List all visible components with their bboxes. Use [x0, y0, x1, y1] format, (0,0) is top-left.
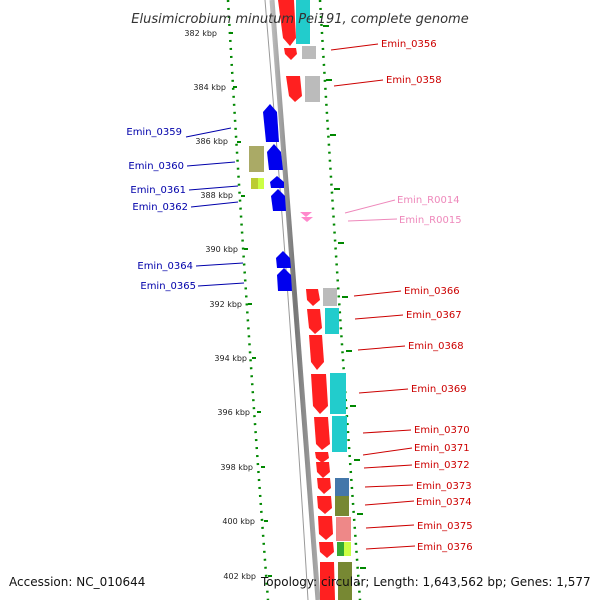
cog-block	[338, 562, 352, 600]
gene-label[interactable]: Emin_0360	[128, 161, 184, 172]
gene-label[interactable]: Emin_0371	[414, 443, 470, 454]
gene-label[interactable]: Emin_0376	[417, 542, 473, 553]
cog-block	[330, 373, 346, 414]
gene-arrow[interactable]	[267, 144, 283, 170]
gene-arrow[interactable]	[307, 309, 322, 334]
gene-arrow[interactable]	[277, 268, 292, 291]
gene-label[interactable]: Emin_0373	[416, 481, 472, 492]
tick-label: 382 kbp	[184, 29, 217, 38]
map-title: Elusimicrobium minutum Pei191, complete …	[131, 12, 468, 27]
reverse-strand-blocks	[249, 146, 264, 189]
gene-arrow[interactable]	[278, 0, 296, 46]
gene-arrow[interactable]	[320, 562, 335, 600]
gene-label[interactable]: Emin_0369	[411, 384, 467, 395]
forward-strand-blocks	[296, 0, 352, 600]
cog-block	[337, 542, 344, 556]
tick-label: 402 kbp	[223, 572, 256, 581]
scale-ticks	[229, 25, 366, 577]
gene-label[interactable]: Emin_0356	[381, 39, 437, 50]
cog-block	[325, 308, 339, 334]
gene-label[interactable]: Emin_0366	[404, 286, 460, 297]
gene-label[interactable]: Emin_0362	[132, 202, 188, 213]
cog-block	[249, 146, 264, 172]
gene-label[interactable]: Emin_0367	[406, 310, 462, 321]
rna-labels: Emin_R0014 Emin_R0015	[397, 195, 462, 226]
tick-label: 388 kbp	[200, 191, 233, 200]
gene-arrow[interactable]	[317, 478, 331, 494]
gene-label[interactable]: Emin_0358	[386, 75, 442, 86]
gene-label[interactable]: Emin_0364	[137, 261, 193, 272]
gene-label[interactable]: Emin_0375	[417, 521, 473, 532]
forward-strand-genes	[278, 0, 335, 600]
cog-block	[335, 478, 349, 496]
rna-arrow[interactable]	[301, 217, 313, 222]
gene-label[interactable]: Emin_0359	[126, 127, 182, 138]
scale-labels: 382 kbp 384 kbp 386 kbp 388 kbp 390 kbp …	[184, 29, 256, 581]
tick-label: 394 kbp	[214, 354, 247, 363]
gene-arrow[interactable]	[315, 452, 329, 463]
tick-label: 392 kbp	[209, 300, 242, 309]
gene-arrow[interactable]	[306, 289, 320, 306]
tick-label: 400 kbp	[222, 517, 255, 526]
cog-block	[323, 288, 337, 306]
gene-arrow[interactable]	[276, 251, 291, 268]
accession-text: Accession: NC_010644	[9, 575, 145, 589]
reverse-gene-labels: Emin_0359 Emin_0360 Emin_0361 Emin_0362 …	[126, 127, 196, 292]
gene-arrow[interactable]	[311, 374, 328, 414]
gene-arrow[interactable]	[286, 76, 302, 102]
gene-arrow[interactable]	[270, 176, 284, 188]
cog-block	[302, 46, 316, 59]
gene-label[interactable]: Emin_0370	[414, 425, 470, 436]
cog-block	[332, 416, 347, 452]
tick-label: 398 kbp	[220, 463, 253, 472]
rna-features	[300, 212, 313, 222]
rna-label[interactable]: Emin_R0014	[397, 195, 460, 206]
forward-gene-labels: Emin_0356 Emin_0358 Emin_0366 Emin_0367 …	[381, 39, 473, 553]
gene-arrow[interactable]	[317, 496, 332, 514]
reverse-strand-genes	[263, 104, 292, 291]
cog-block	[258, 178, 264, 189]
label-leaders	[185, 43, 416, 550]
gene-arrow[interactable]	[309, 335, 324, 370]
gene-label[interactable]: Emin_0361	[130, 185, 186, 196]
cog-block	[305, 76, 320, 102]
rna-label[interactable]: Emin_R0015	[399, 215, 462, 226]
gene-arrow[interactable]	[318, 516, 333, 540]
backbone-outer-line	[264, 0, 309, 600]
gene-arrow[interactable]	[263, 104, 279, 142]
gene-arrow[interactable]	[314, 417, 330, 450]
tick-label: 384 kbp	[193, 83, 226, 92]
tick-label: 396 kbp	[217, 408, 250, 417]
tick-label: 390 kbp	[205, 245, 238, 254]
rna-arrow[interactable]	[300, 212, 312, 217]
gene-arrow[interactable]	[284, 48, 297, 60]
cog-block	[336, 517, 351, 541]
gene-arrow[interactable]	[319, 542, 334, 558]
backbone	[269, 0, 321, 600]
cog-block	[251, 178, 258, 189]
gene-label[interactable]: Emin_0368	[408, 341, 464, 352]
topology-text: Topology: circular; Length: 1,643,562 bp…	[260, 575, 591, 589]
cog-block	[296, 0, 310, 44]
gene-arrow[interactable]	[316, 462, 330, 478]
tick-label: 386 kbp	[195, 137, 228, 146]
gene-arrow[interactable]	[271, 189, 286, 211]
gene-label[interactable]: Emin_0365	[140, 281, 196, 292]
gene-label[interactable]: Emin_0372	[414, 460, 470, 471]
gene-label[interactable]: Emin_0374	[416, 497, 472, 508]
cog-block	[335, 496, 349, 516]
cog-block	[344, 542, 351, 556]
